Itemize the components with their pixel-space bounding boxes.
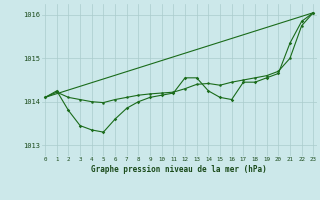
X-axis label: Graphe pression niveau de la mer (hPa): Graphe pression niveau de la mer (hPa) — [91, 165, 267, 174]
